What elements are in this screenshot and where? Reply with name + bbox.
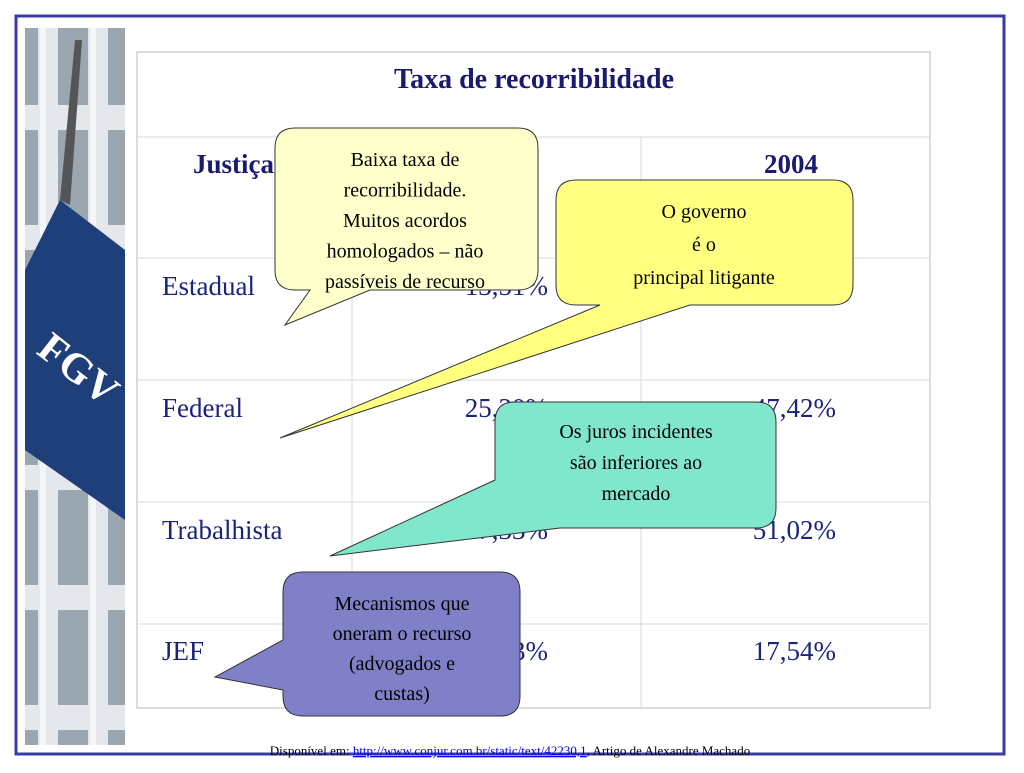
callout-bubble — [279, 179, 854, 439]
callout-text: Os juros incidentes — [559, 421, 713, 443]
callout-text: mercado — [602, 483, 671, 505]
row-label: JEF — [162, 636, 204, 666]
callout-bubble — [329, 401, 777, 557]
callout-text: é o — [692, 234, 716, 256]
photo-strip: FGV — [25, 28, 127, 745]
callout-text: custas) — [374, 683, 430, 705]
row-label: Federal — [162, 393, 243, 423]
footer-suffix: , Artigo de Alexandre Machado — [587, 743, 751, 758]
row-label: Estadual — [162, 271, 255, 301]
callout-text: passíveis de recurso — [325, 271, 485, 293]
callout-text: são inferiores ao — [570, 452, 702, 474]
table-title: Taxa de recorribilidade — [394, 64, 674, 95]
header-cell: Justiça — [193, 149, 275, 179]
callout-text: principal litigante — [633, 267, 775, 289]
callout-text: Muitos acordos — [343, 210, 467, 232]
footer: Disponível em: http://www.conjur.com.br/… — [270, 743, 750, 758]
cell-value: 17,54% — [753, 636, 836, 666]
header-cell: 2004 — [764, 149, 818, 179]
callout-text: oneram o recurso — [333, 623, 472, 645]
callout-text: recorribilidade. — [344, 180, 467, 202]
callout-bubble — [274, 127, 539, 327]
callout-text: (advogados e — [349, 653, 455, 675]
footer-prefix: Disponível em: — [270, 743, 350, 758]
callout-text: Baixa taxa de — [351, 149, 460, 171]
callout-text: homologados – não — [327, 241, 484, 263]
callout-bubble — [213, 571, 521, 717]
callout-text: Mecanismos que — [335, 593, 470, 615]
row-label: Trabalhista — [162, 515, 283, 545]
callout-text: O governo — [662, 201, 747, 223]
footer-link[interactable]: http://www.conjur.com.br/static/text/422… — [353, 743, 587, 758]
